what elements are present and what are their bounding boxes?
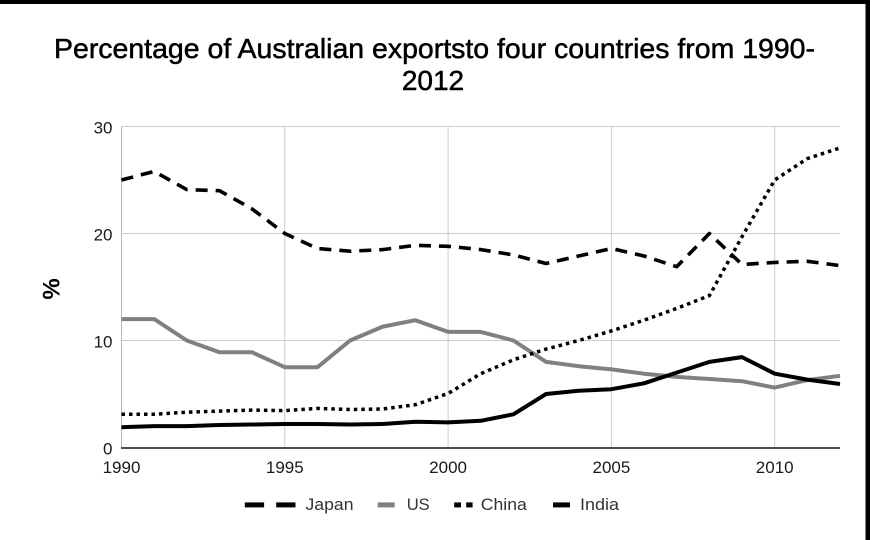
svg-text:2000: 2000	[429, 458, 467, 477]
svg-text:0: 0	[103, 440, 112, 459]
svg-text:Percentage of Australian expor: Percentage of Australian exportsto four …	[54, 33, 815, 64]
svg-text:2012: 2012	[402, 65, 464, 96]
svg-text:30: 30	[94, 119, 113, 138]
svg-text:1995: 1995	[266, 458, 304, 477]
svg-text:1990: 1990	[103, 458, 141, 477]
svg-text:China: China	[481, 495, 528, 514]
svg-text:2010: 2010	[756, 458, 794, 477]
svg-text:India: India	[580, 495, 620, 514]
svg-text:2005: 2005	[592, 458, 630, 477]
svg-text:Japan: Japan	[306, 495, 354, 514]
svg-text:20: 20	[94, 226, 113, 245]
svg-text:US: US	[407, 495, 430, 514]
svg-text:10: 10	[94, 333, 113, 352]
svg-text:%: %	[39, 278, 66, 299]
